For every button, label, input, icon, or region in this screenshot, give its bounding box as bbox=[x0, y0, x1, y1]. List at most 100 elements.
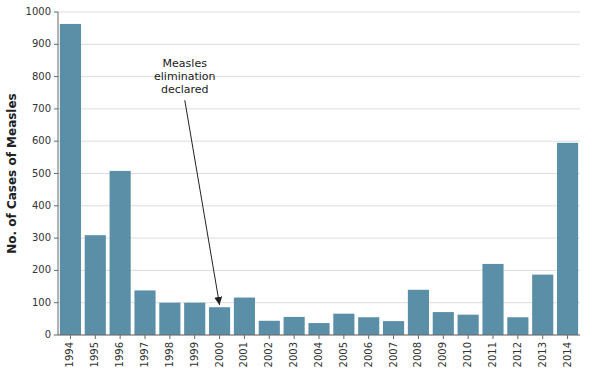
y-tick bbox=[54, 270, 58, 271]
bar bbox=[507, 317, 528, 335]
x-tick-label: 2005 bbox=[338, 342, 349, 367]
bar bbox=[358, 317, 379, 335]
bar bbox=[134, 290, 155, 335]
grid-line bbox=[58, 12, 580, 13]
y-tick-label: 900 bbox=[32, 38, 51, 49]
annotation: Measleseliminationdeclared bbox=[154, 57, 215, 96]
grid-line bbox=[58, 173, 580, 174]
bar bbox=[333, 314, 354, 335]
x-tick bbox=[493, 335, 494, 339]
y-axis: 0 100 200 300 400 500 600 700 800 900 1000 bbox=[26, 6, 58, 340]
x-tick bbox=[269, 335, 270, 339]
y-tick-label: 600 bbox=[32, 135, 51, 146]
x-tick-label: 2002 bbox=[263, 342, 274, 367]
bar bbox=[259, 321, 280, 335]
x-tick bbox=[567, 335, 568, 339]
y-tick bbox=[54, 76, 58, 77]
bar bbox=[209, 307, 230, 335]
grid-line bbox=[58, 108, 580, 109]
x-tick-label: 1994 bbox=[64, 342, 75, 367]
y-tick bbox=[54, 173, 58, 174]
y-tick bbox=[54, 141, 58, 142]
grid-line bbox=[58, 44, 580, 45]
y-tick-label: 800 bbox=[32, 71, 51, 82]
bar bbox=[308, 323, 329, 335]
y-tick bbox=[54, 44, 58, 45]
y-axis-label: No. of Cases of Measles bbox=[5, 93, 19, 254]
grid-line bbox=[58, 205, 580, 206]
bar bbox=[532, 275, 553, 335]
x-tick bbox=[70, 335, 71, 339]
bar bbox=[284, 317, 305, 335]
y-tick-label: 500 bbox=[32, 168, 51, 179]
x-tick-label: 2012 bbox=[512, 342, 523, 367]
bar bbox=[184, 303, 205, 335]
x-tick-label: 2011 bbox=[487, 342, 498, 367]
y-tick bbox=[54, 302, 58, 303]
x-tick bbox=[393, 335, 394, 339]
x-tick-label: 2003 bbox=[288, 342, 299, 367]
x-tick-label: 2010 bbox=[462, 342, 473, 367]
annotation-arrow bbox=[185, 100, 220, 305]
x-tick bbox=[120, 335, 121, 339]
x-tick bbox=[194, 335, 195, 339]
grid-line bbox=[58, 76, 580, 77]
x-tick-label: 2000 bbox=[214, 342, 225, 367]
x-tick bbox=[169, 335, 170, 339]
x-tick-label: 2007 bbox=[388, 342, 399, 367]
x-tick bbox=[368, 335, 369, 339]
y-tick-label: 400 bbox=[32, 200, 51, 211]
x-tick bbox=[468, 335, 469, 339]
x-tick-label: 2004 bbox=[313, 342, 324, 367]
x-tick bbox=[542, 335, 543, 339]
x-tick bbox=[517, 335, 518, 339]
y-tick bbox=[54, 238, 58, 239]
grid-line bbox=[58, 141, 580, 142]
y-tick-label: 200 bbox=[32, 264, 51, 275]
x-tick bbox=[219, 335, 220, 339]
x-tick-label: 2001 bbox=[238, 342, 249, 367]
y-axis-line bbox=[58, 12, 59, 335]
x-tick bbox=[145, 335, 146, 339]
y-tick bbox=[54, 12, 58, 13]
bar bbox=[383, 321, 404, 335]
bar bbox=[482, 264, 503, 335]
grid bbox=[58, 12, 580, 335]
y-tick-label: 1000 bbox=[26, 6, 51, 17]
x-tick bbox=[95, 335, 96, 339]
x-tick bbox=[343, 335, 344, 339]
bar bbox=[60, 24, 81, 335]
bar bbox=[557, 143, 578, 335]
bar bbox=[110, 171, 131, 335]
bar bbox=[408, 290, 429, 335]
x-tick-label: 2006 bbox=[363, 342, 374, 367]
x-tick bbox=[319, 335, 320, 339]
bar bbox=[85, 235, 106, 335]
y-tick-label: 700 bbox=[32, 103, 51, 114]
bar bbox=[159, 303, 180, 335]
y-tick-label: 100 bbox=[32, 297, 51, 308]
y-tick-label: 300 bbox=[32, 232, 51, 243]
y-tick-label: 0 bbox=[45, 329, 51, 340]
bar bbox=[458, 315, 479, 335]
grid-line bbox=[58, 238, 580, 239]
bars bbox=[60, 24, 578, 335]
x-tick bbox=[418, 335, 419, 339]
x-tick-label: 2008 bbox=[412, 342, 423, 367]
x-axis: 1994 1995 1996 1997 1998 1999 2000 2001 2002 2003… bbox=[64, 335, 572, 367]
x-tick bbox=[443, 335, 444, 339]
x-tick bbox=[244, 335, 245, 339]
chart: 0 100 200 300 400 500 600 700 800 900 1000 1994 1995… bbox=[0, 0, 592, 379]
x-tick-label: 2013 bbox=[537, 342, 548, 367]
x-tick-label: 1998 bbox=[164, 342, 175, 367]
x-tick-label: 1995 bbox=[89, 342, 100, 367]
x-tick-label: 1997 bbox=[139, 342, 150, 367]
bar bbox=[234, 298, 255, 335]
x-tick-label: 2014 bbox=[562, 342, 573, 367]
x-tick-label: 1996 bbox=[114, 342, 125, 367]
x-tick-label: 1999 bbox=[189, 342, 200, 367]
bar bbox=[433, 312, 454, 335]
y-tick bbox=[54, 108, 58, 109]
x-tick-label: 2009 bbox=[437, 342, 448, 367]
y-tick bbox=[54, 205, 58, 206]
